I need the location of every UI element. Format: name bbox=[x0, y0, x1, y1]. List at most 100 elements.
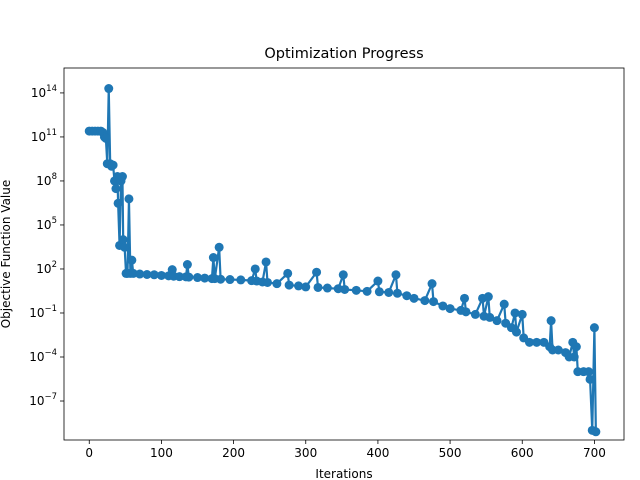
point bbox=[174, 272, 184, 282]
point bbox=[374, 287, 384, 297]
point bbox=[118, 235, 128, 245]
x-tick-label: 500 bbox=[439, 446, 462, 460]
point bbox=[362, 286, 372, 296]
tick-exponent: 8 bbox=[52, 172, 57, 182]
point bbox=[492, 316, 502, 326]
point bbox=[322, 283, 332, 293]
point bbox=[216, 274, 226, 284]
point bbox=[553, 345, 563, 355]
point bbox=[294, 281, 304, 291]
tick-exponent: −7 bbox=[44, 392, 57, 402]
point bbox=[104, 84, 114, 94]
point bbox=[391, 270, 401, 280]
y-tick-label: 10−7 bbox=[29, 392, 57, 408]
point bbox=[236, 275, 246, 285]
point bbox=[373, 276, 383, 286]
point bbox=[124, 194, 134, 204]
point bbox=[461, 307, 471, 317]
point bbox=[485, 312, 495, 322]
x-tick-label: 200 bbox=[222, 446, 245, 460]
point bbox=[569, 352, 579, 362]
point bbox=[272, 279, 282, 289]
series-line bbox=[89, 87, 597, 432]
point bbox=[184, 272, 194, 282]
chart-title: Optimization Progress bbox=[264, 46, 423, 62]
point bbox=[546, 316, 556, 326]
tick-base: 10 bbox=[36, 218, 51, 232]
x-tick-label: 400 bbox=[366, 446, 389, 460]
y-axis-label: Objective Function Value bbox=[0, 180, 13, 329]
point bbox=[532, 337, 542, 347]
point bbox=[301, 282, 311, 292]
y-tick-label: 10−4 bbox=[29, 348, 57, 364]
tick-base: 10 bbox=[29, 394, 44, 408]
axes-frame bbox=[63, 67, 625, 441]
point bbox=[438, 301, 448, 311]
point bbox=[135, 269, 145, 279]
point bbox=[470, 309, 480, 319]
point bbox=[182, 260, 192, 270]
point bbox=[499, 299, 509, 309]
point bbox=[420, 296, 430, 306]
point bbox=[392, 288, 402, 298]
point bbox=[120, 242, 130, 252]
point bbox=[225, 275, 235, 285]
point bbox=[445, 304, 455, 314]
point bbox=[510, 308, 520, 318]
point bbox=[589, 323, 599, 333]
tick-exponent: −1 bbox=[44, 304, 57, 314]
tick-exponent: 5 bbox=[52, 216, 57, 226]
point bbox=[517, 309, 527, 319]
point bbox=[200, 273, 210, 283]
tick-base: 10 bbox=[36, 174, 51, 188]
tick-base: 10 bbox=[29, 306, 44, 320]
point bbox=[427, 279, 437, 289]
point bbox=[584, 367, 594, 377]
point bbox=[111, 184, 121, 194]
point bbox=[340, 284, 350, 294]
point bbox=[156, 270, 166, 280]
tick-base: 10 bbox=[31, 86, 46, 100]
y-tick-label: 102 bbox=[36, 260, 57, 276]
point bbox=[142, 270, 152, 280]
y-tick-label: 108 bbox=[36, 172, 57, 188]
y-tick-label: 1014 bbox=[31, 84, 57, 100]
tick-base: 10 bbox=[29, 350, 44, 364]
point bbox=[128, 268, 138, 278]
point bbox=[313, 282, 323, 292]
x-tick-label: 700 bbox=[583, 446, 606, 460]
point bbox=[117, 172, 127, 182]
point bbox=[208, 253, 218, 263]
point bbox=[284, 280, 294, 290]
tick-base: 10 bbox=[36, 262, 51, 276]
point bbox=[591, 427, 601, 437]
point bbox=[483, 292, 493, 302]
tick-exponent: 11 bbox=[46, 128, 57, 138]
point bbox=[250, 264, 260, 274]
x-tick-label: 0 bbox=[85, 446, 93, 460]
tick-exponent: 14 bbox=[46, 84, 57, 94]
point bbox=[460, 293, 470, 303]
point bbox=[261, 257, 271, 267]
point bbox=[193, 273, 203, 283]
point bbox=[214, 242, 224, 252]
point bbox=[283, 268, 293, 278]
tick-exponent: −4 bbox=[44, 348, 57, 358]
point bbox=[409, 293, 419, 303]
tick-base: 10 bbox=[31, 130, 46, 144]
point bbox=[263, 277, 273, 287]
point bbox=[571, 342, 581, 352]
point bbox=[127, 255, 137, 265]
point bbox=[101, 133, 111, 143]
plot-area bbox=[84, 84, 601, 437]
x-tick-label: 100 bbox=[150, 446, 173, 460]
point bbox=[585, 374, 595, 384]
point bbox=[108, 160, 118, 170]
point bbox=[428, 297, 438, 307]
x-tick-label: 300 bbox=[294, 446, 317, 460]
x-axis-label: Iterations bbox=[315, 467, 372, 480]
y-tick-label: 105 bbox=[36, 216, 57, 232]
point bbox=[312, 267, 322, 277]
